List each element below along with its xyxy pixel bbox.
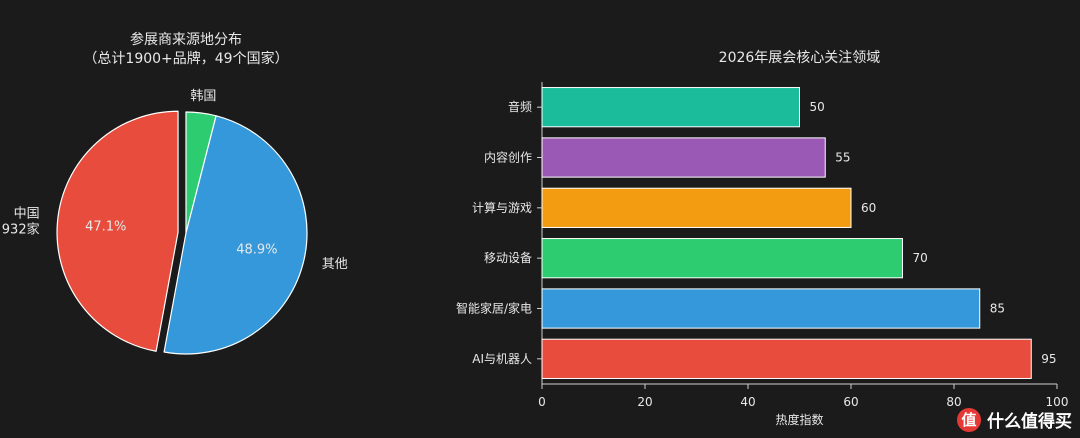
pie-percent-label: 47.1% [85,220,126,235]
y-tick-label: AI与机器人 [472,352,532,366]
bar-value-label: 70 [913,251,928,265]
bar [541,288,981,329]
x-tick-label: 0 [538,395,546,409]
bar-value-label: 60 [861,201,876,215]
bar [541,87,800,128]
bar-value-label: 95 [1041,352,1056,366]
watermark-text: 什么值得买 [987,412,1072,432]
pie-title-line2: （总计1900+品牌，49个国家） [83,50,288,67]
bar-chart: 2026年展会核心关注领域 0 20 40 60 80 100 热度指数 音频 50 内容创作 55 计… [456,50,1069,427]
bar-value-label: 50 [810,100,825,114]
x-tick-label: 40 [740,395,755,409]
pie-title-line1: 参展商来源地分布 [130,31,242,48]
y-tick-label: 内容创作 [484,150,532,165]
bar-title: 2026年展会核心关注领域 [719,50,881,66]
pie-label: 韩国 [190,89,216,104]
watermark-logo-icon: 值 [957,407,981,432]
y-tick-label: 音频 [508,99,532,114]
pie-sublabel: 932家 [2,222,40,238]
pie-label: 其他 [322,257,348,272]
bar [541,137,826,178]
y-tick-label: 移动设备 [484,251,532,265]
y-tick-label: 智能家居/家电 [456,301,532,316]
x-tick-label: 60 [843,395,858,409]
y-tick-label: 计算与游戏 [472,200,532,215]
bar [541,238,903,279]
x-axis-label: 热度指数 [775,412,823,427]
pie-slice [56,110,179,352]
bar-value-label: 85 [990,302,1005,316]
watermark: 值 什么值得买 [957,407,1072,432]
bar [541,338,1032,379]
x-tick-label: 80 [946,395,961,409]
x-tick-label: 20 [637,395,652,409]
bar [541,187,852,228]
bar-value-label: 55 [835,151,850,165]
pie-percent-label: 48.9% [236,243,277,258]
x-tick-label: 100 [1046,395,1069,409]
pie-slice [163,115,308,355]
pie-label: 中国 [14,207,40,222]
